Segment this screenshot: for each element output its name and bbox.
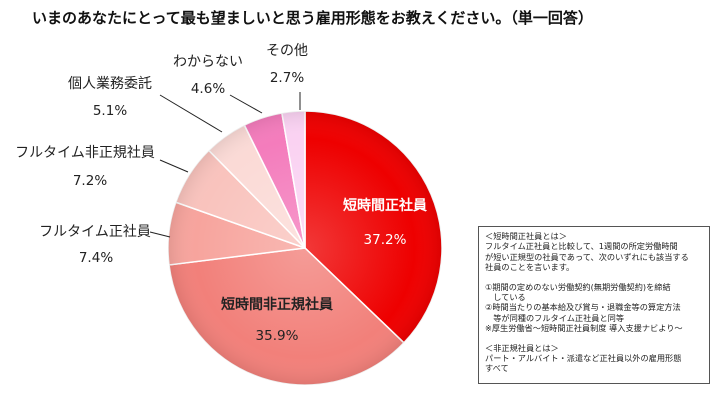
note-line: ＜非正規社員とは＞ — [485, 342, 559, 353]
note-spacer — [485, 334, 703, 343]
chart-title: いまのあなたにとって最も望ましいと思う雇用形態をお教えください。（単一回答） — [32, 9, 593, 27]
slice-value-label: 4.6% — [191, 81, 225, 97]
slice-label: フルタイム正社員 — [39, 224, 151, 240]
note-line: している — [485, 292, 526, 303]
note-line: 社員のことを言います。 — [485, 262, 575, 273]
note-line: ①期間の定めのない労働契約(無期労働契約)を締結 — [485, 281, 671, 292]
note-line: ※厚生労働省～短時間正社員制度 導入支援ナビより～ — [485, 323, 683, 334]
pie-shading — [168, 111, 442, 385]
slice-label: 個人業務委託 — [68, 76, 152, 92]
note-line: ②時間当たりの基本給及び賞与・退職金等の算定方法 — [485, 302, 681, 313]
slice-value-label: 7.2% — [73, 173, 107, 189]
slice-value-label: 2.7% — [270, 70, 304, 86]
leader-line — [229, 94, 263, 114]
note-line: すべて — [485, 363, 509, 374]
note-line: が短い正規型の社員であって、次のいずれにも該当する — [485, 251, 689, 262]
slice-value-label: 7.4% — [79, 250, 113, 266]
note-line: パート・アルバイト・派遣など正社員以外の雇用形態 — [485, 353, 682, 364]
note-line: 等が同種のフルタイム正社員と同等 — [485, 312, 625, 323]
slice-label: 短時間非正規社員 — [221, 296, 333, 313]
note-line: フルタイム正社員と比較して、1週間の所定労働時間 — [485, 241, 678, 252]
definition-note-box: ＜短時間正社員とは＞ フルタイム正社員と比較して、1週間の所定労働時間 が短い正規型… — [478, 226, 710, 384]
slice-value-label: 5.1% — [93, 103, 127, 119]
slice-value-label: 35.9% — [256, 328, 299, 344]
leader-line — [159, 94, 223, 133]
slice-label: その他 — [266, 43, 308, 59]
leader-line — [159, 159, 189, 173]
leader-line — [149, 231, 171, 238]
slice-value-label: 37.2% — [364, 232, 407, 248]
note-line: ＜短時間正社員とは＞ — [485, 231, 567, 241]
note-spacer — [485, 273, 703, 282]
slice-label: わからない — [173, 54, 243, 70]
slice-label: 短時間正社員 — [343, 197, 427, 214]
slice-label: フルタイム非正規社員 — [15, 145, 155, 161]
